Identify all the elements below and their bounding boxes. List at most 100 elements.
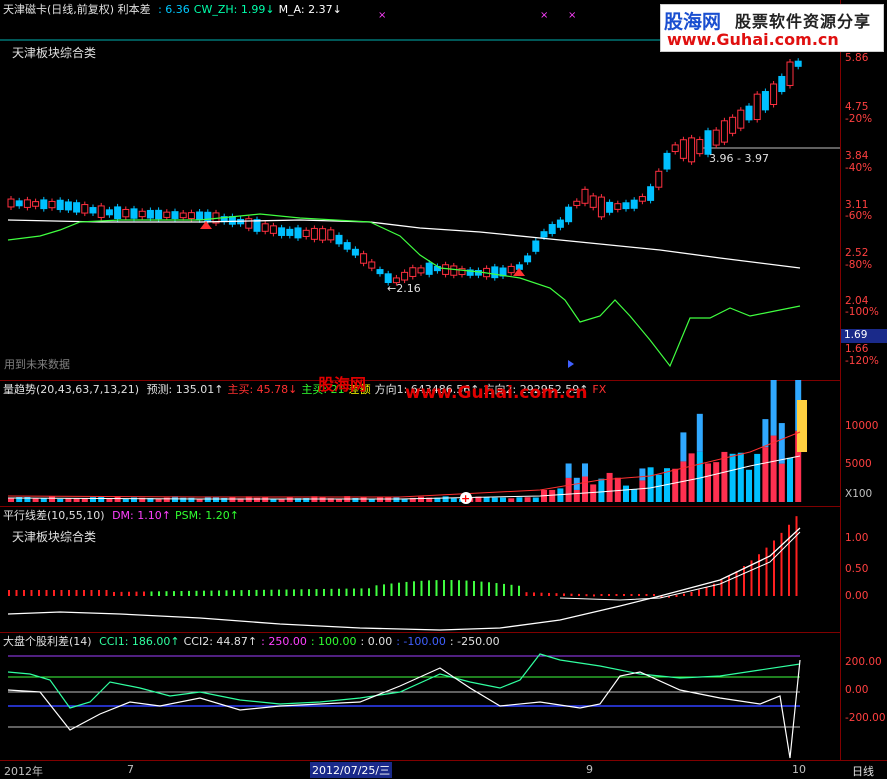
diff-indicator-values: DM: 1.10↑ PSM: 1.20↑ xyxy=(112,509,243,522)
date-label: 10 xyxy=(792,763,806,776)
candle-body xyxy=(532,240,540,252)
volume-bar xyxy=(131,497,137,502)
date-label: 9 xyxy=(586,763,593,776)
green-curve xyxy=(7,213,801,368)
volume-bar xyxy=(196,498,203,502)
volume-axis: 10000 5000 X100 xyxy=(840,380,887,506)
diff-bar xyxy=(795,516,798,596)
diff-bar xyxy=(330,588,333,596)
diff-bar xyxy=(158,591,160,596)
volume-bar xyxy=(549,489,556,502)
price-indicator-value: : 6.36 xyxy=(158,3,190,16)
diff-bar xyxy=(225,590,228,596)
candle-body xyxy=(40,199,48,210)
cci-indicator-value: CCI2: 44.87↑ xyxy=(183,635,258,648)
volume-bar xyxy=(122,498,129,502)
candle-body xyxy=(146,209,154,219)
volume-bar xyxy=(606,472,613,502)
candle-body xyxy=(647,186,655,201)
candle-body xyxy=(540,231,548,238)
volume-bar xyxy=(655,474,662,502)
candle-body xyxy=(409,267,417,277)
diff-line-white2 xyxy=(559,531,801,601)
candle-body xyxy=(794,60,802,67)
diff-panel[interactable]: 平行线差(10,55,10) DM: 1.10↑ PSM: 1.20↑ 天津板块综… xyxy=(0,506,840,633)
diff-bar xyxy=(645,594,648,596)
volume-panel[interactable]: + 量趋势(20,43,63,7,13,21) 预测: 135.01↑ 主买: 4… xyxy=(0,380,840,507)
volume-bar xyxy=(106,497,113,502)
sector-label: 天津板块综合类 xyxy=(12,46,97,60)
candle-body xyxy=(351,248,359,256)
diff-chart[interactable] xyxy=(0,506,840,632)
diff-bar xyxy=(390,583,393,596)
cci-title: 大盘个股利差(14) xyxy=(3,635,92,648)
pct-tick: -40% xyxy=(845,162,873,174)
diff-bar xyxy=(563,593,565,596)
candle-body xyxy=(450,265,458,276)
price-panel[interactable]: × × × 天津磁卡(日线,前复权) 利本差 : 6.36 CW_ZH: 1.99↓ M… xyxy=(0,0,840,381)
volume-indicator-value: 方向1: 643486.56↑ xyxy=(374,383,480,396)
volume-bar xyxy=(393,497,400,502)
signal-x-mark: × xyxy=(378,10,386,21)
candle-body xyxy=(23,199,31,208)
candle-body xyxy=(573,200,581,206)
signal-x-mark: × xyxy=(568,10,576,21)
candle-body xyxy=(392,277,400,284)
candle-body xyxy=(688,137,696,163)
volume-bar xyxy=(114,496,121,502)
volume-bar xyxy=(254,497,260,502)
diff-indicator-value: PSM: 1.20↑ xyxy=(174,509,239,522)
candle-body xyxy=(589,195,597,208)
cci-panel[interactable]: 大盘个股利差(14) CCI1: 186.00↑ CCI2: 44.87↑: 25… xyxy=(0,632,840,760)
candle-body xyxy=(606,201,614,213)
candle-body xyxy=(491,266,499,279)
candle-body xyxy=(302,229,310,237)
candle-body xyxy=(737,109,745,129)
volume-tick: 10000 xyxy=(845,420,879,432)
period-label: 日线 xyxy=(852,765,874,778)
diff-bar xyxy=(210,590,213,596)
pct-tick: -120% xyxy=(845,355,879,367)
volume-bar xyxy=(139,497,146,502)
volume-bar xyxy=(270,498,277,502)
diff-bar xyxy=(443,580,445,596)
candle-body xyxy=(720,120,728,143)
diff-bar xyxy=(743,566,745,596)
diff-bar xyxy=(750,560,753,596)
diff-bar xyxy=(428,580,430,596)
diff-bar xyxy=(353,588,355,596)
diff-bar xyxy=(728,575,730,596)
cci-indicator-value: : -250.00 xyxy=(449,635,500,648)
diff-bar xyxy=(345,588,348,596)
candle-body xyxy=(7,198,15,208)
price-indicator-values: : 6.36 CW_ZH: 1.99↓ M_A: 2.37↓ xyxy=(158,3,346,16)
price-tick: 3.11 xyxy=(845,199,869,211)
volume-bar xyxy=(24,496,31,502)
volume-bar xyxy=(90,497,96,502)
volume-bar xyxy=(237,498,244,502)
candle-body xyxy=(679,139,687,159)
candle-body xyxy=(261,223,269,232)
volume-chart[interactable]: + xyxy=(0,380,840,506)
volume-bar xyxy=(754,453,761,502)
watermark-url: www.Guhai.com.cn xyxy=(405,383,588,403)
candle-body xyxy=(770,83,778,106)
diff-bar xyxy=(323,588,325,596)
candle-body xyxy=(327,229,335,241)
price-tick: 2.04 xyxy=(845,295,869,307)
volume-bar xyxy=(721,451,728,502)
cci-chart[interactable] xyxy=(0,632,840,760)
diff-bar xyxy=(473,581,475,596)
candle-body xyxy=(245,218,253,229)
volume-bar-blue xyxy=(565,463,572,478)
current-price-badge: 1.69 xyxy=(841,329,887,343)
diff-bar xyxy=(278,589,280,596)
candlestick-chart[interactable]: × × × xyxy=(0,0,840,380)
candle-body xyxy=(507,265,515,274)
candle-body xyxy=(556,219,564,228)
volume-bar-blue xyxy=(770,380,777,436)
diff-bar xyxy=(188,590,190,596)
volume-bar xyxy=(787,457,793,502)
volume-bar xyxy=(434,497,441,502)
candle-body xyxy=(630,199,638,209)
